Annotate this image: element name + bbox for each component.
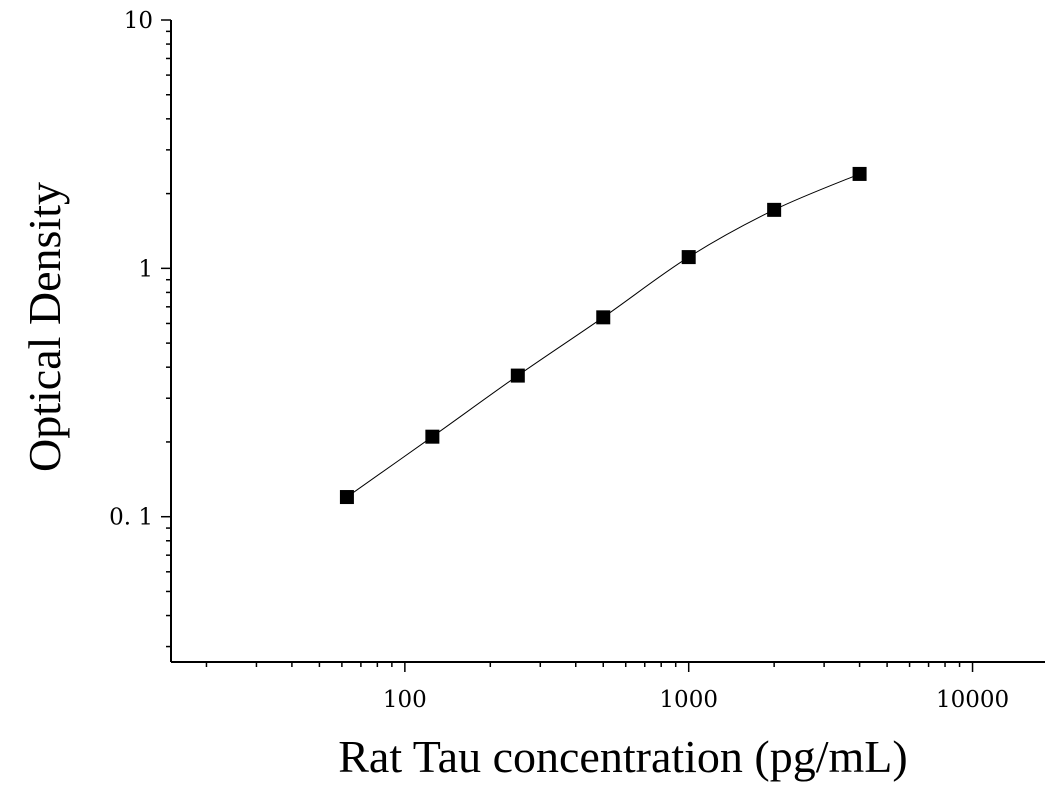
data-point [596,310,611,325]
data-point [767,202,782,217]
x-ticks [205,662,974,672]
y-ticks [161,19,171,648]
y-tick-labels: 0. 1 1 10 [109,8,153,531]
y-axis-title: Optical Density [19,182,70,472]
x-tick-labels: 100 1000 10000 [383,687,1009,713]
data-point [339,490,354,505]
data-markers [339,166,867,505]
axes [170,20,1045,663]
x-tick-label: 100 [383,687,427,713]
fit-curve [346,173,860,498]
y-tick-label: 0. 1 [109,505,153,531]
x-tick-label: 1000 [659,687,718,713]
y-tick-label: 1 [138,256,153,282]
data-point [852,166,867,181]
data-point [681,250,696,265]
data-point [425,429,440,444]
data-point [510,368,525,383]
y-tick-label: 10 [124,8,153,34]
x-tick-label: 10000 [936,687,1009,713]
x-axis-title: Rat Tau concentration (pg/mL) [338,731,907,782]
